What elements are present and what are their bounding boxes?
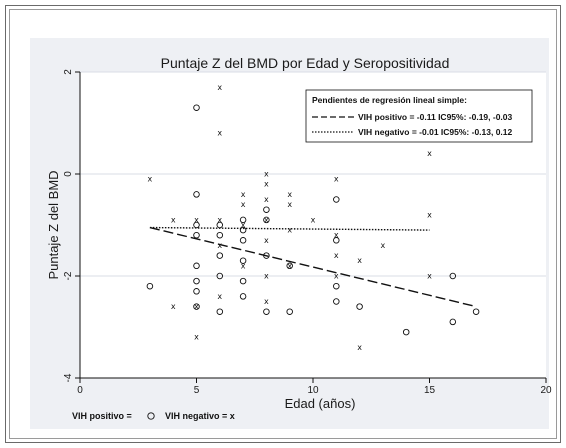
point-circle	[263, 308, 270, 315]
point-x: x	[427, 272, 432, 281]
legend-box	[305, 89, 533, 143]
point-circle	[239, 293, 247, 300]
point-x: x	[287, 261, 292, 270]
point-x: x	[171, 215, 176, 224]
point-x: x	[241, 200, 246, 209]
point-x: x	[264, 195, 269, 204]
point-circle	[263, 216, 270, 224]
point-x: x	[427, 210, 432, 219]
x-tick-label: 20	[540, 385, 552, 396]
point-x: x	[357, 256, 362, 265]
y-axis-label: Puntaje Z del BMD	[46, 170, 61, 279]
point-x: x	[217, 215, 222, 224]
point-x: x	[311, 215, 316, 224]
point-x: x	[427, 149, 432, 158]
inner-frame	[9, 9, 557, 439]
point-x: x	[148, 175, 153, 184]
point-x: x	[217, 241, 222, 250]
marker-legend-circle-icon	[147, 412, 155, 420]
point-circle	[333, 237, 340, 244]
point-x: x	[334, 175, 339, 184]
marker-legend-positive: VIH positivo =	[72, 411, 132, 421]
point-circle	[333, 282, 340, 290]
point-circle	[472, 308, 480, 315]
x-axis-label: Edad (años)	[285, 396, 356, 411]
point-circle	[216, 272, 224, 280]
point-x: x	[264, 272, 269, 281]
legend-title: Pendientes de regresión lineal simple:	[312, 95, 467, 105]
point-circle	[333, 196, 340, 203]
point-x: x	[194, 333, 199, 342]
point-x: x	[357, 343, 362, 352]
data-points: x x x x x x x x x x x x x x x x x x x x x x x x x x x x x x x x x x x x x	[146, 83, 480, 352]
point-circle	[356, 303, 363, 310]
point-circle	[239, 216, 247, 224]
point-x: x	[334, 251, 339, 260]
point-x: x	[194, 215, 199, 224]
x-tick-label: 5	[194, 385, 200, 396]
chart-title: Puntaje Z del BMD por Edad y Seropositiv…	[161, 55, 450, 71]
regression-legend: Pendientes de regresión lineal simple: V…	[305, 89, 533, 143]
y-tick-label: 0	[63, 171, 74, 177]
point-circle	[193, 262, 200, 270]
point-x: x	[241, 221, 246, 230]
point-circle	[333, 298, 340, 305]
x-tick-label: 15	[424, 385, 436, 396]
point-x: x	[264, 215, 269, 224]
point-circle	[263, 206, 270, 213]
point-x: x	[171, 302, 176, 311]
point-circle	[216, 231, 224, 239]
point-x: x	[287, 226, 292, 235]
point-circle	[449, 272, 457, 280]
marker-legend: VIH positivo = VIH negativo = x	[72, 411, 235, 421]
tick-labels: 20-2-40 5 10 15 20	[63, 69, 552, 396]
y-tick-label: 2	[63, 69, 74, 75]
point-x: x	[264, 297, 269, 306]
point-circle	[239, 257, 247, 264]
point-circle	[239, 237, 247, 244]
y-tick-label: -2	[63, 271, 74, 280]
point-x: x	[287, 200, 292, 209]
point-circle	[286, 262, 293, 270]
marker-legend-negative: VIH negativo = x	[165, 411, 235, 421]
point-x: x	[264, 180, 269, 189]
point-x: x	[217, 129, 222, 138]
point-circle	[239, 277, 247, 285]
point-x: x	[287, 190, 292, 199]
point-circle	[193, 191, 200, 198]
point-x: x	[241, 261, 246, 270]
point-circle	[193, 231, 200, 239]
point-circle	[193, 221, 200, 229]
point-circle	[263, 252, 270, 259]
y-tick-label: -4	[63, 373, 74, 382]
legend-entry-positive: VIH positivo = -0.11 IC95%: -0.19, -0.03	[358, 112, 513, 122]
outer-frame	[5, 5, 561, 443]
point-circle	[216, 308, 224, 315]
point-circle	[402, 328, 410, 336]
legend-entry-negative: VIH negativo = -0.01 IC95%: -0.13, 0.12	[358, 127, 513, 137]
point-x: x	[217, 83, 222, 92]
point-circle	[216, 221, 224, 229]
point-circle	[193, 277, 200, 285]
point-circle	[286, 308, 293, 315]
x-tick-label: 0	[77, 385, 83, 396]
point-x: x	[194, 302, 199, 311]
point-x: x	[217, 292, 222, 301]
x-tick-label: 10	[307, 385, 319, 396]
point-circle	[146, 282, 154, 290]
point-circle	[239, 226, 247, 234]
point-circle	[449, 318, 457, 326]
point-x: x	[381, 241, 386, 250]
point-x: x	[241, 190, 246, 199]
point-x: x	[334, 272, 339, 281]
point-circle	[216, 252, 224, 259]
point-x: x	[264, 236, 269, 245]
axes	[75, 71, 547, 383]
point-circle	[193, 104, 200, 111]
point-x: x	[334, 231, 339, 240]
point-x: x	[264, 170, 269, 179]
point-circle	[193, 288, 200, 295]
point-circle	[193, 303, 200, 310]
